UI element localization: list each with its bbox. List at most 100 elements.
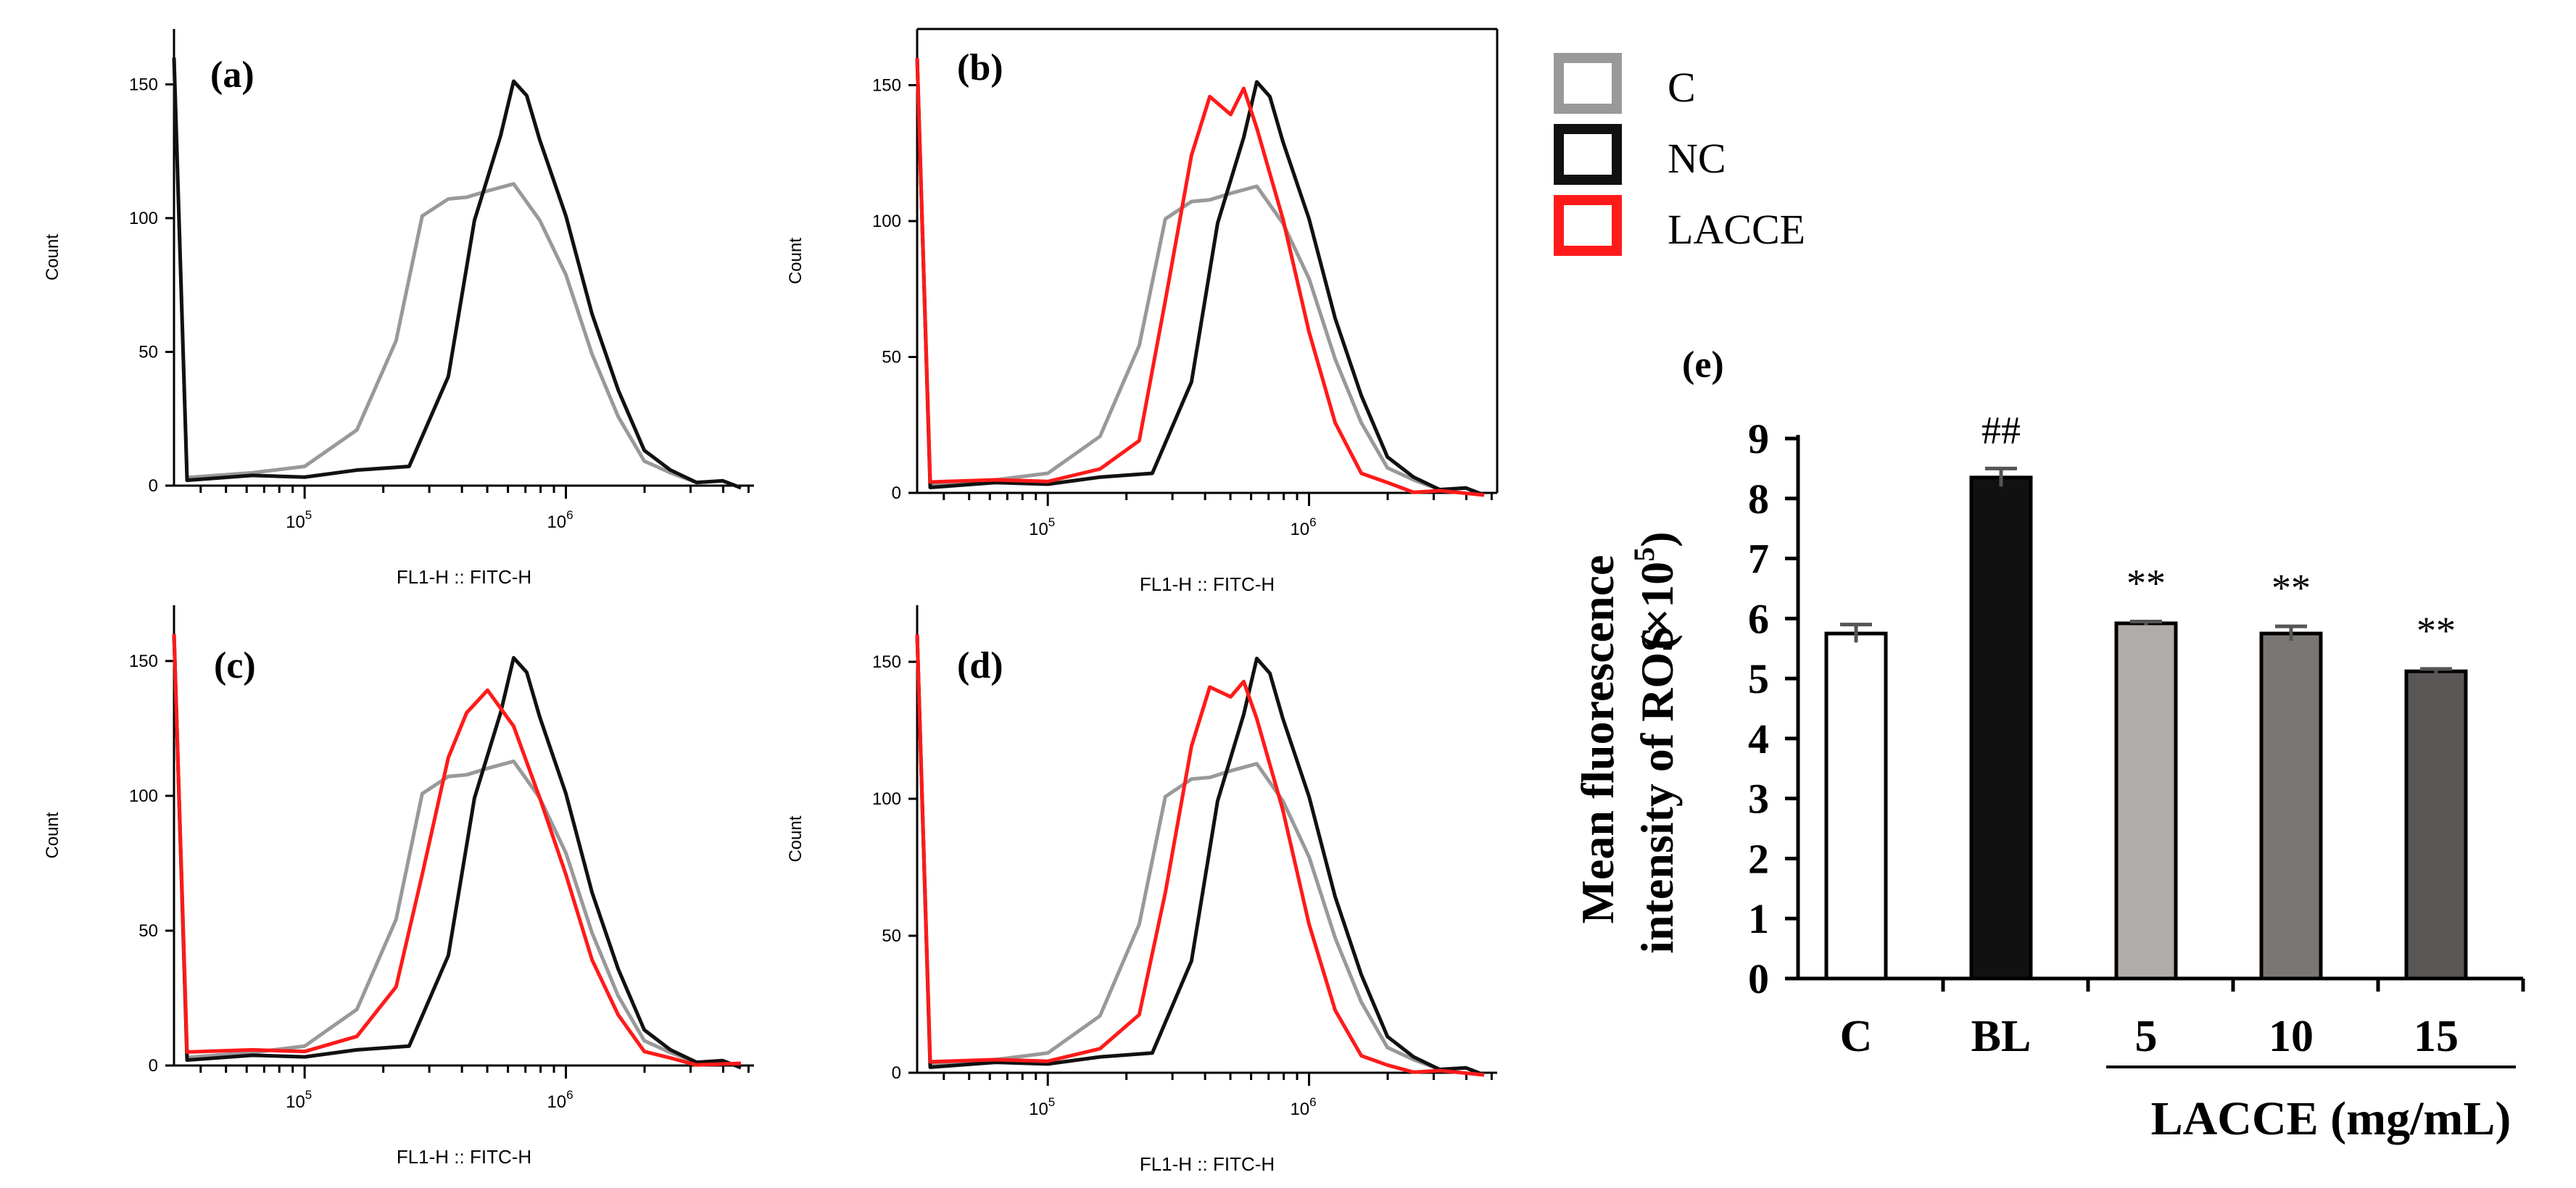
bar-y-tick-label: 8 [1748,475,1769,523]
ylabel-unit: (×105) [1628,531,1683,649]
x-tick-base: 10 [1029,520,1048,539]
ylabel-line1: Mean fluorescence [1572,555,1623,924]
ylabel-unit-base: (×10 [1631,562,1683,650]
y-tick-label: 50 [138,921,158,941]
significance-marker: ** [2416,609,2456,652]
significance-marker: ** [2126,561,2166,605]
bar-x-axis-label: LACCE (mg/mL) [2151,1092,2511,1145]
series-nc-line [915,634,1485,1077]
x-tick-exp: 6 [1309,515,1316,529]
bar-y-tick-label: 6 [1748,595,1769,642]
series-c-line [172,634,742,1070]
bar-category-label: 10 [2269,1012,2314,1061]
y-tick-label: 0 [149,1056,158,1076]
bar-y-tick-label: 1 [1748,895,1769,942]
panel-label: (c) [214,645,256,686]
y-tick-label: 150 [872,76,901,96]
series-c-line [915,634,1485,1077]
x-tick-exp: 6 [566,1088,573,1102]
y-tick-label: 50 [138,342,158,362]
legend-item-nc: NC [1554,124,1726,185]
bar-y-tick-label: 5 [1748,655,1769,702]
x-tick-base: 10 [547,1092,566,1112]
y-tick-label: 0 [892,1063,901,1083]
legend-swatch-lacce [1554,195,1622,256]
bar-y-tick-label: 3 [1748,776,1769,823]
bar-c [1824,631,1888,981]
y-tick-label: 150 [129,75,158,94]
y-tick-label: 0 [892,483,901,503]
y-axis-label: Count [786,815,805,862]
bar-chart-panel-e: (e) Mean fluorescence intensity of ROS (… [1572,344,2525,1145]
legend-label-lacce: LACCE [1668,206,1805,253]
x-tick-label: 106 [1290,515,1316,539]
bar-15 [2404,669,2468,981]
y-tick-label: 0 [149,476,158,496]
y-tick-label: 100 [872,789,901,809]
ylabel-unit-close: ) [1631,531,1683,547]
x-tick-label: 106 [547,1088,573,1112]
series-lacce-line [915,634,1485,1077]
series-c-line [172,57,742,490]
x-tick-base: 10 [1029,1100,1048,1119]
panel-label: (b) [957,47,1003,88]
bar-y-tick-label: 9 [1748,415,1769,462]
x-tick-label: 105 [286,508,312,532]
legend-item-c: C [1554,53,1696,114]
bar-y-tick-label: 7 [1748,536,1769,583]
significance-marker: ## [1981,408,2021,452]
legend: C NC LACCE [1554,53,1805,256]
bar-y-tick-label: 4 [1748,715,1769,763]
x-axis-label: FL1-H :: FITC-H [1140,1153,1275,1175]
x-tick-base: 10 [286,512,305,532]
y-tick-label: 150 [129,652,158,671]
x-tick-label: 106 [1290,1095,1316,1119]
x-axis-label: FL1-H :: FITC-H [1140,573,1275,595]
y-tick-label: 100 [129,209,158,228]
x-tick-exp: 6 [566,508,573,522]
bar-10 [2259,631,2323,981]
legend-swatch-c [1554,53,1622,114]
bar-category-label: 5 [2135,1012,2158,1061]
x-tick-base: 10 [286,1092,305,1112]
x-tick-label: 105 [1029,1095,1055,1119]
y-tick-label: 150 [872,652,901,672]
x-tick-label: 105 [1029,515,1055,539]
x-tick-exp: 5 [1048,515,1055,529]
bar-category-label: C [1840,1012,1873,1061]
panel-label: (d) [957,645,1003,686]
bar-category-label: 15 [2414,1012,2459,1061]
y-axis-label: Count [786,238,805,284]
bar-5 [2114,621,2178,981]
bar-category-label: BL [1971,1012,2032,1061]
series-lacce-line [172,634,742,1067]
series-lacce-line [915,57,1485,497]
legend-item-lacce: LACCE [1554,195,1805,256]
panel-label-e: (e) [1682,344,1724,386]
legend-swatch-nc [1554,124,1622,185]
bar-y-tick-label: 2 [1748,835,1769,882]
series-nc-line [172,57,742,490]
ylabel-unit-exp: 5 [1628,547,1660,562]
x-tick-base: 10 [1290,520,1309,539]
x-tick-base: 10 [1290,1100,1309,1119]
series-nc-line [915,57,1485,497]
significance-marker: ** [2271,566,2311,610]
y-tick-label: 50 [882,926,901,946]
series-nc-line [172,634,742,1070]
y-axis-label: Count [43,812,62,858]
x-tick-exp: 5 [1048,1095,1055,1109]
y-axis-label: Count [43,234,62,281]
bar-bl [1969,475,2033,981]
y-tick-label: 100 [129,786,158,806]
legend-label-nc: NC [1668,135,1726,182]
bar-y-tick-label: 0 [1748,955,1769,1002]
x-axis-label: FL1-H :: FITC-H [397,1146,531,1168]
x-tick-exp: 5 [305,508,312,522]
x-tick-exp: 5 [305,1088,312,1102]
